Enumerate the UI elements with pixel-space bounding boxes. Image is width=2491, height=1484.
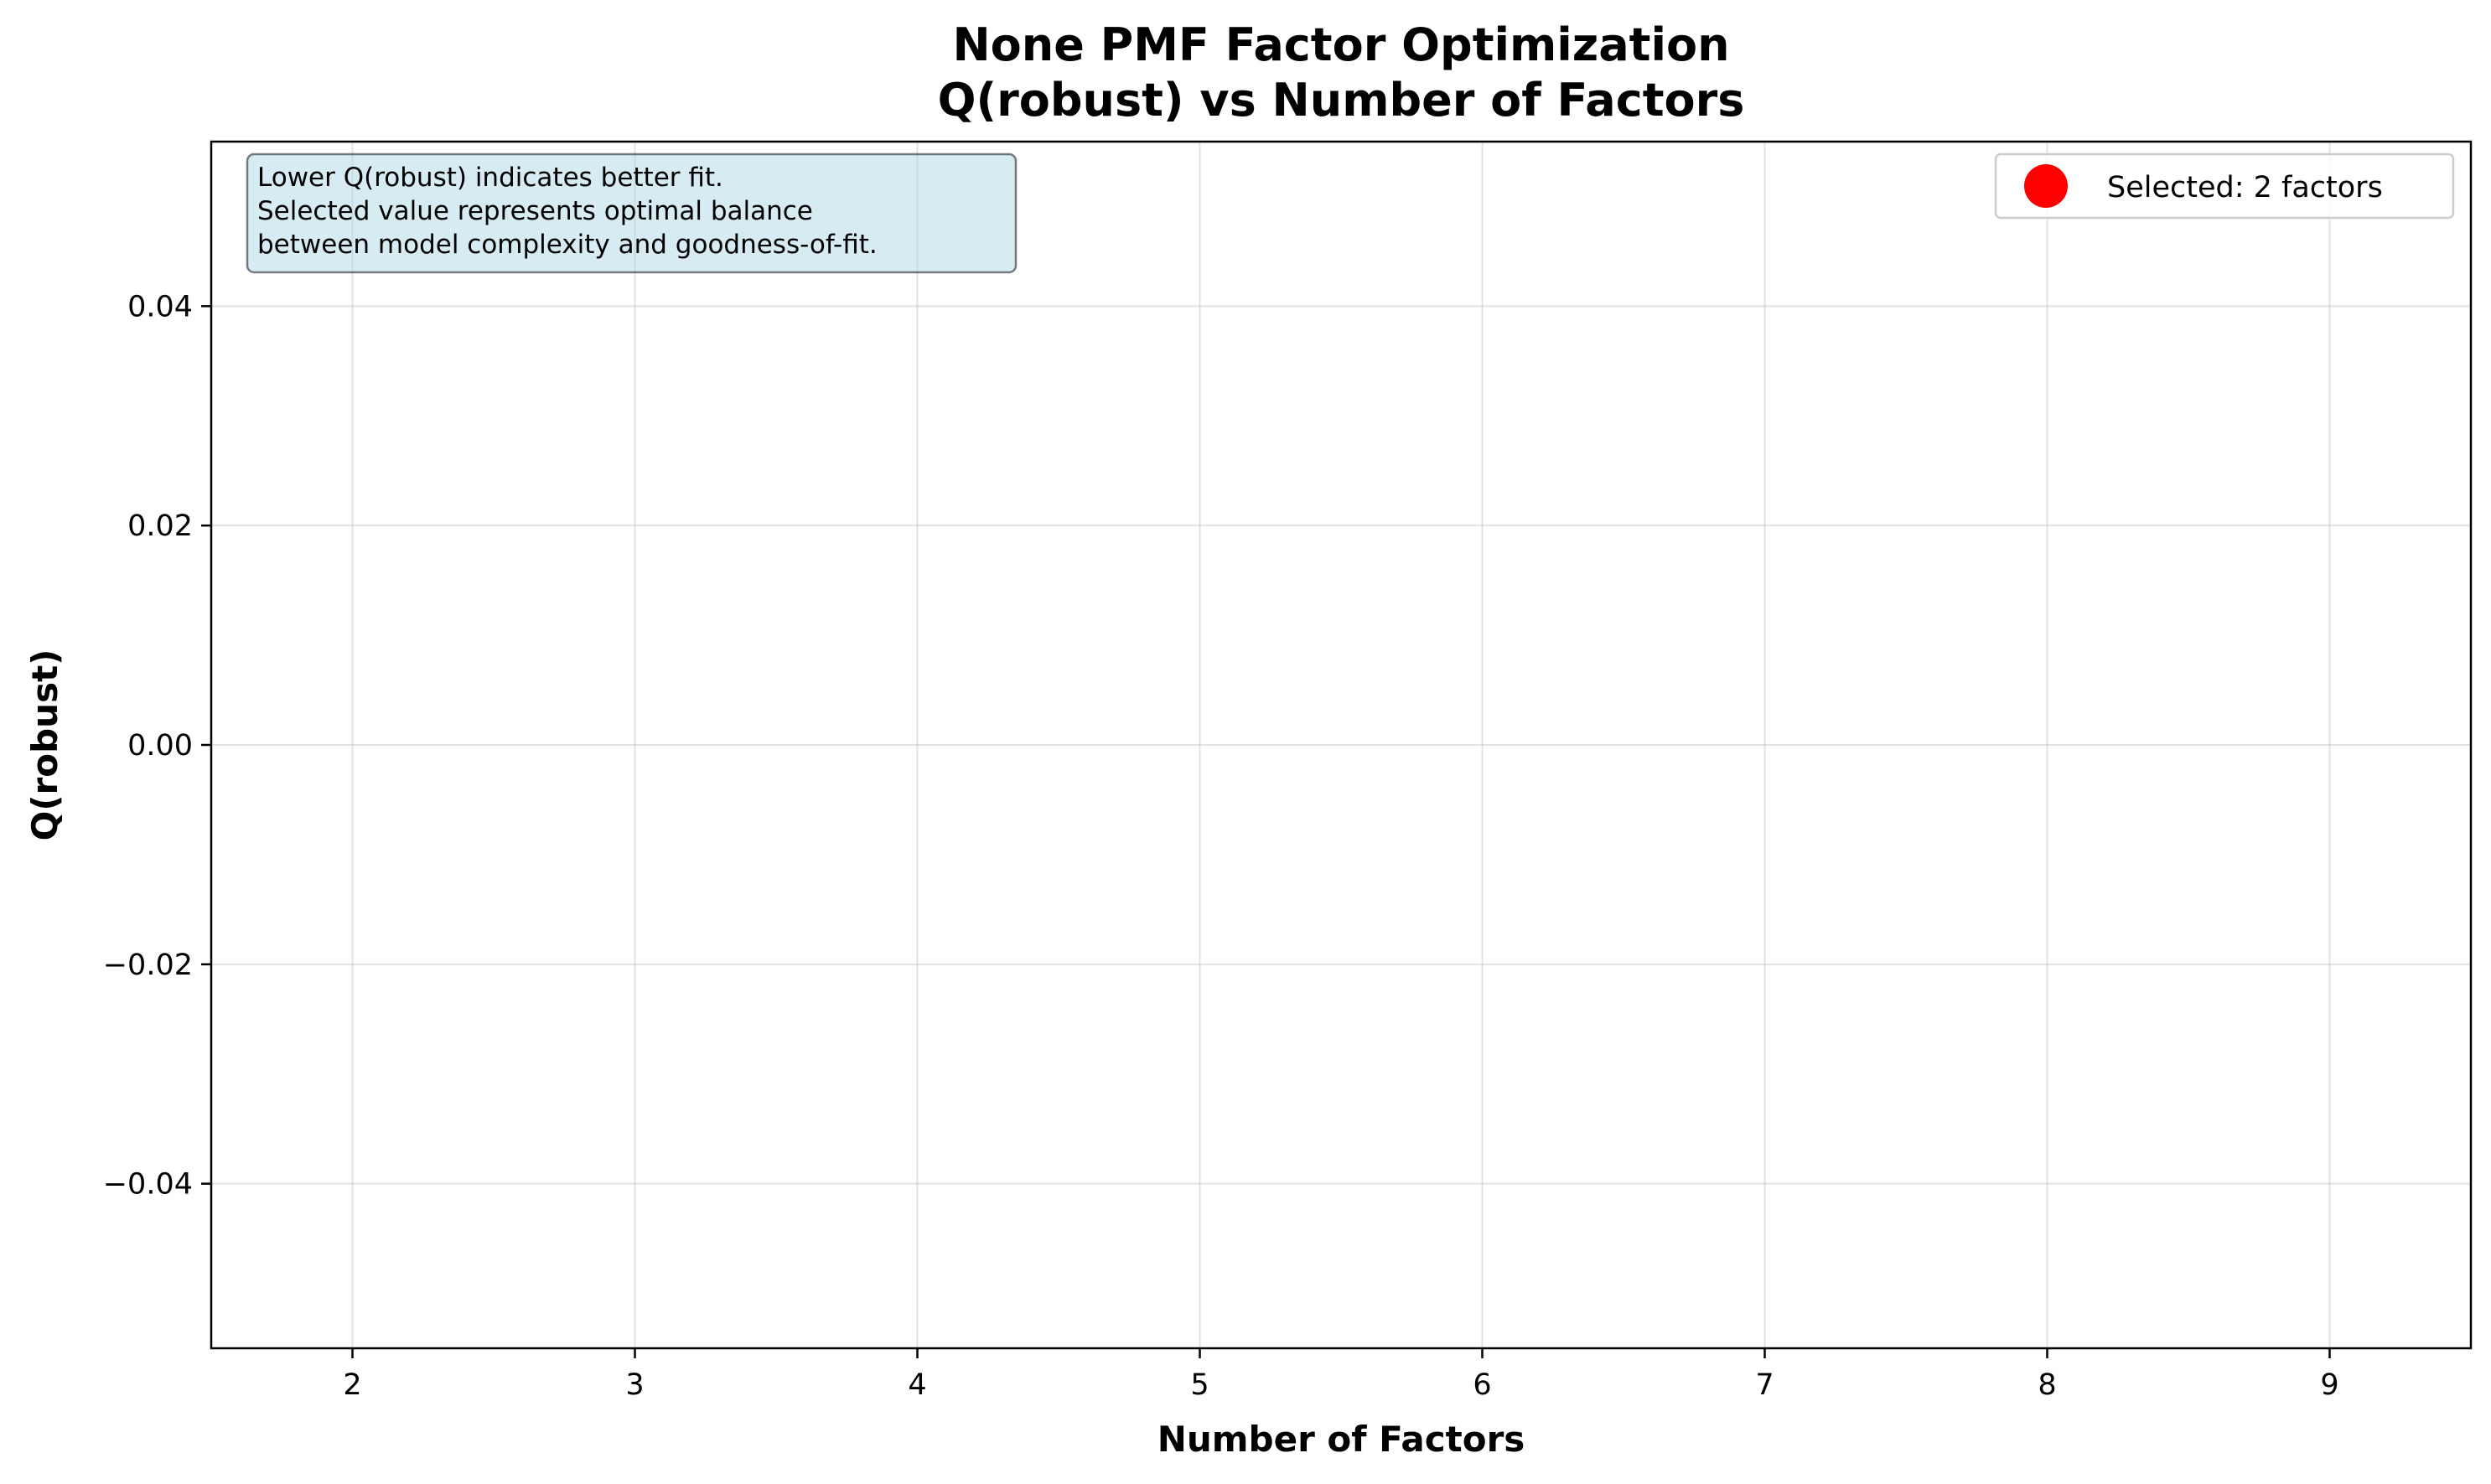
y-axis-ticks: 0.04 0.02 0.00 −0.02 −0.04 [103,290,211,1202]
y-tick-label: 0.02 [127,509,193,543]
legend: Selected: 2 factors [1994,153,2455,220]
x-tick-label: 8 [2038,1368,2056,1402]
x-tick-label: 7 [1755,1368,1774,1402]
x-tick-label: 5 [1190,1368,1209,1402]
legend-label-selected: Selected: 2 factors [2107,171,2383,204]
x-tick-label: 2 [343,1368,361,1402]
x-tick-label: 3 [625,1368,644,1402]
y-axis-label: Q(robust) [24,649,65,841]
y-tick-label: 0.04 [127,290,193,323]
annotation-box-background [246,153,1018,274]
x-tick-label: 4 [908,1368,926,1402]
chart-title-line-2: Q(robust) vs Number of Factors [938,74,1745,127]
annotation-line-1: Lower Q(robust) indicates better fit. [257,163,723,193]
annotation-box: Lower Q(robust) indicates better fit. Se… [246,153,1018,274]
chart-title-line-1: None PMF Factor Optimization [952,18,1729,71]
legend-marker-selected [2024,164,2068,208]
x-axis-ticks: 2 3 4 5 6 7 8 9 [343,1348,2339,1402]
x-tick-label: 9 [2320,1368,2338,1402]
annotation-line-3: between model complexity and goodness-of… [257,230,878,260]
legend-frame [1994,153,2455,220]
annotation-line-2: Selected value represents optimal balanc… [257,196,813,226]
grid [211,142,2471,1348]
y-tick-label: −0.02 [103,949,193,982]
y-tick-label: 0.00 [127,729,193,763]
y-tick-label: −0.04 [103,1168,193,1202]
x-tick-label: 6 [1473,1368,1491,1402]
x-axis-label: Number of Factors [1157,1419,1525,1460]
